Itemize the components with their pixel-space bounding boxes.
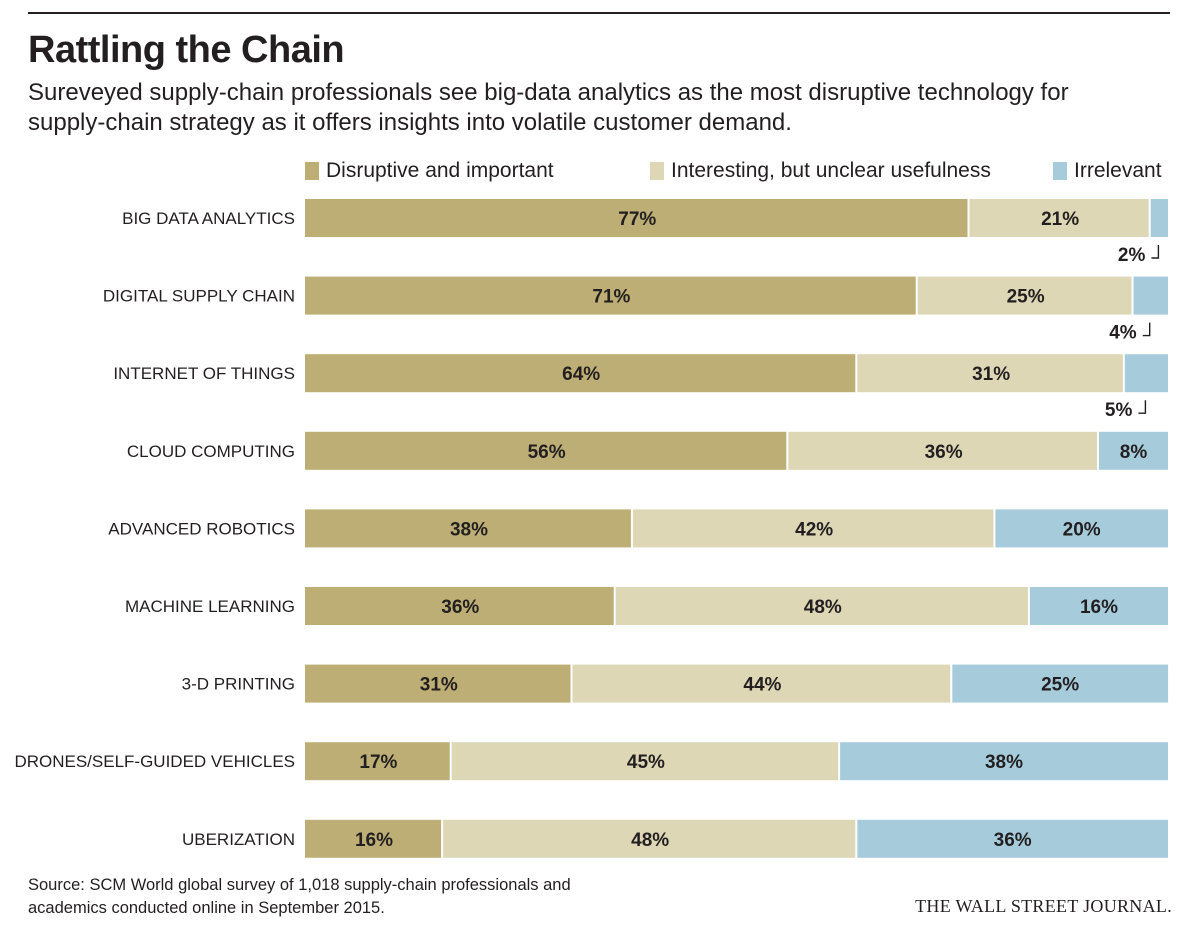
bar-digital-supply-chain-disruptive-and-important bbox=[305, 276, 916, 315]
bar-drones-self-guided-vehicles-disruptive-and-important bbox=[305, 742, 450, 781]
callout-bracket-digital-supply-chain bbox=[1142, 322, 1151, 337]
bar-big-data-analytics-irrelevant bbox=[1150, 199, 1168, 237]
bar-internet-of-things-interesting-but-unclear-usefulness bbox=[857, 354, 1123, 393]
value-label-drones-self-guided-vehicles-irrelevant: 38% bbox=[985, 752, 1023, 773]
category-label-cloud-computing: CLOUD COMPUTING bbox=[127, 442, 295, 461]
bar-digital-supply-chain-irrelevant bbox=[1133, 276, 1168, 315]
bar-digital-supply-chain-interesting-but-unclear-usefulness bbox=[917, 276, 1132, 315]
legend-swatch-interesting bbox=[650, 162, 664, 180]
publisher-logo: THE WALL STREET JOURNAL. bbox=[915, 896, 1172, 916]
bar-uberization-irrelevant bbox=[857, 819, 1168, 858]
chart-title: Rattling the Chain bbox=[28, 29, 345, 71]
legend-item-interesting: Interesting, but unclear usefulness bbox=[650, 158, 991, 184]
bar-3-d-printing-interesting-but-unclear-usefulness bbox=[572, 664, 951, 703]
value-label-internet-of-things-irrelevant: 5% bbox=[1105, 400, 1133, 421]
value-label-cloud-computing-disruptive-and-important: 56% bbox=[528, 442, 566, 463]
bar-drones-self-guided-vehicles-interesting-but-unclear-usefulness bbox=[451, 742, 839, 781]
value-label-uberization-interesting-but-unclear-usefulness: 48% bbox=[631, 830, 669, 851]
value-label-3-d-printing-disruptive-and-important: 31% bbox=[420, 675, 458, 696]
value-label-big-data-analytics-irrelevant: 2% bbox=[1118, 245, 1146, 266]
value-label-digital-supply-chain-irrelevant: 4% bbox=[1109, 323, 1137, 344]
bar-advanced-robotics-irrelevant bbox=[995, 509, 1168, 548]
bar-cloud-computing-disruptive-and-important bbox=[305, 431, 787, 470]
value-label-3-d-printing-irrelevant: 25% bbox=[1041, 675, 1079, 696]
value-label-3-d-printing-interesting-but-unclear-usefulness: 44% bbox=[743, 675, 781, 696]
category-label-internet-of-things: INTERNET OF THINGS bbox=[113, 364, 295, 383]
value-label-internet-of-things-interesting-but-unclear-usefulness: 31% bbox=[972, 364, 1010, 385]
value-label-advanced-robotics-disruptive-and-important: 38% bbox=[450, 519, 488, 540]
category-label-machine-learning: MACHINE LEARNING bbox=[125, 597, 295, 616]
category-label-3-d-printing: 3-D PRINTING bbox=[182, 675, 295, 694]
value-label-cloud-computing-irrelevant: 8% bbox=[1120, 442, 1148, 463]
value-label-advanced-robotics-irrelevant: 20% bbox=[1063, 519, 1101, 540]
bar-drones-self-guided-vehicles-irrelevant bbox=[840, 742, 1168, 781]
bar-3-d-printing-irrelevant bbox=[952, 664, 1169, 703]
value-label-advanced-robotics-interesting-but-unclear-usefulness: 42% bbox=[795, 519, 833, 540]
bar-big-data-analytics-interesting-but-unclear-usefulness bbox=[969, 199, 1149, 237]
category-label-drones-self-guided-vehicles: DRONES/SELF-GUIDED VEHICLES bbox=[14, 752, 295, 771]
bar-machine-learning-irrelevant bbox=[1029, 587, 1168, 625]
value-label-big-data-analytics-interesting-but-unclear-usefulness: 21% bbox=[1041, 209, 1079, 230]
value-label-digital-supply-chain-interesting-but-unclear-usefulness: 25% bbox=[1007, 287, 1045, 308]
category-label-big-data-analytics: BIG DATA ANALYTICS bbox=[122, 209, 295, 228]
bar-advanced-robotics-disruptive-and-important bbox=[305, 509, 631, 548]
value-label-uberization-disruptive-and-important: 16% bbox=[355, 830, 393, 851]
legend-swatch-irrelevant bbox=[1053, 162, 1067, 180]
bar-uberization-disruptive-and-important bbox=[305, 819, 442, 858]
legend-label-interesting: Interesting, but unclear usefulness bbox=[671, 159, 991, 182]
value-label-machine-learning-disruptive-and-important: 36% bbox=[441, 597, 479, 618]
bar-3-d-printing-disruptive-and-important bbox=[305, 664, 571, 703]
category-label-digital-supply-chain: DIGITAL SUPPLY CHAIN bbox=[103, 287, 295, 306]
legend-item-disruptive: Disruptive and important bbox=[305, 158, 554, 184]
bar-uberization-interesting-but-unclear-usefulness bbox=[443, 819, 856, 858]
value-label-drones-self-guided-vehicles-interesting-but-unclear-usefulness: 45% bbox=[627, 752, 665, 773]
bar-internet-of-things-disruptive-and-important bbox=[305, 354, 856, 393]
value-label-big-data-analytics-disruptive-and-important: 77% bbox=[618, 209, 656, 230]
legend-label-disruptive: Disruptive and important bbox=[326, 159, 554, 182]
value-label-internet-of-things-disruptive-and-important: 64% bbox=[562, 364, 600, 385]
value-label-drones-self-guided-vehicles-disruptive-and-important: 17% bbox=[359, 752, 397, 773]
callout-bracket-big-data-analytics bbox=[1151, 245, 1160, 259]
bar-cloud-computing-interesting-but-unclear-usefulness bbox=[788, 431, 1097, 470]
value-label-cloud-computing-interesting-but-unclear-usefulness: 36% bbox=[925, 442, 963, 463]
value-label-digital-supply-chain-disruptive-and-important: 71% bbox=[592, 287, 630, 308]
value-label-uberization-irrelevant: 36% bbox=[994, 830, 1032, 851]
bar-advanced-robotics-interesting-but-unclear-usefulness bbox=[632, 509, 994, 548]
category-label-uberization: UBERIZATION bbox=[182, 830, 295, 849]
category-label-advanced-robotics: ADVANCED ROBOTICS bbox=[108, 519, 295, 538]
bar-cloud-computing-irrelevant bbox=[1099, 431, 1168, 470]
value-label-machine-learning-irrelevant: 16% bbox=[1080, 597, 1118, 618]
bar-machine-learning-interesting-but-unclear-usefulness bbox=[615, 587, 1028, 625]
source-note: Source: SCM World global survey of 1,018… bbox=[28, 876, 571, 917]
legend-swatch-disruptive bbox=[305, 162, 319, 180]
legend-item-irrelevant: Irrelevant bbox=[1053, 158, 1162, 184]
bar-internet-of-things-irrelevant bbox=[1124, 354, 1168, 393]
bar-machine-learning-disruptive-and-important bbox=[305, 587, 614, 625]
value-label-machine-learning-interesting-but-unclear-usefulness: 48% bbox=[804, 597, 842, 618]
callout-bracket-internet-of-things bbox=[1138, 400, 1147, 414]
top-rule bbox=[28, 12, 1170, 14]
bar-big-data-analytics-disruptive-and-important bbox=[305, 199, 968, 237]
legend-label-irrelevant: Irrelevant bbox=[1074, 159, 1162, 182]
chart-subtitle: Sureveyed supply-chain professionals see… bbox=[28, 79, 1069, 136]
